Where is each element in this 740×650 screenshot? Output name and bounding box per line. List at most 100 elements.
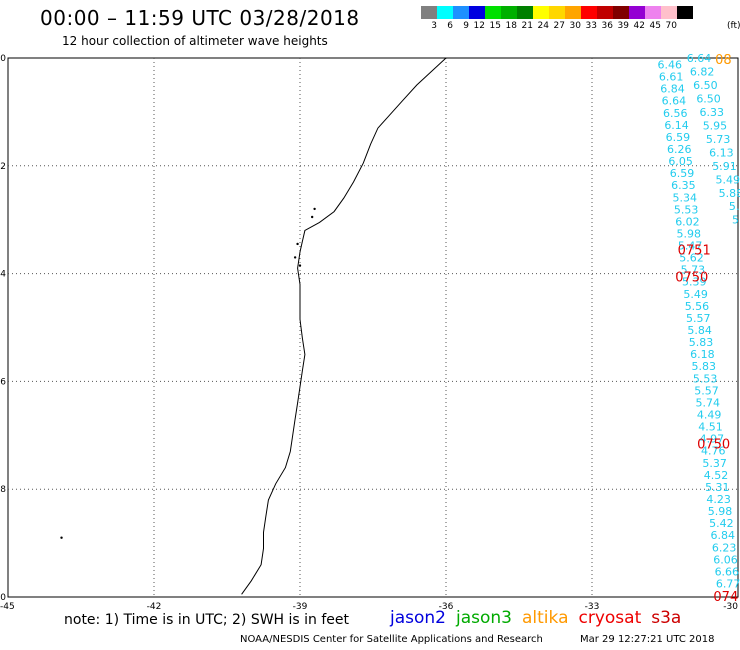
satellite-altika: altika — [522, 608, 569, 628]
swh-value: 6.06 — [713, 553, 738, 566]
swh-value: 6.26 — [667, 143, 692, 156]
swh-value: 6.02 — [675, 215, 700, 228]
color-bin-12: 39 — [613, 6, 629, 31]
swh-value: 6.14 — [664, 119, 689, 132]
swh-value: 5.62 — [679, 252, 704, 265]
color-bin-3: 12 — [469, 6, 485, 31]
color-bin-16 — [677, 6, 693, 19]
color-bin-7: 24 — [533, 6, 549, 31]
map-subtitle: 12 hour collection of altimeter wave hei… — [62, 34, 328, 48]
swh-value: 5.39 — [682, 276, 707, 289]
satellite-legend: jason2 jason3 altika cryosat s3a — [390, 608, 691, 628]
swh-value: 5.53 — [674, 203, 699, 216]
color-scale-unit: (ft) — [727, 21, 740, 31]
footer-note: note: 1) Time is in UTC; 2) SWH is in fe… — [64, 612, 350, 628]
swh-value: 5.49 — [715, 173, 740, 186]
swh-value: 6.50 — [693, 79, 718, 92]
color-bin-13: 42 — [629, 6, 645, 31]
latitude-label: -14 — [0, 270, 6, 280]
color-bin-label: 70 — [665, 21, 677, 31]
swh-value: 5.49 — [683, 288, 708, 301]
color-bin-10: 33 — [581, 6, 597, 31]
swh-value: 6.66 — [715, 565, 740, 578]
swh-value: 6.64 — [687, 52, 712, 65]
swh-value: 5.73 — [706, 133, 731, 146]
swh-value: 5.98 — [677, 227, 702, 240]
color-bin-8: 27 — [549, 6, 565, 31]
color-bin-label: 9 — [463, 21, 469, 31]
swh-value: 6.64 — [662, 95, 687, 108]
color-bin-4: 15 — [485, 6, 501, 31]
color-bin-5: 18 — [501, 6, 517, 31]
swh-value: 6.50 — [696, 92, 721, 105]
swh-value: 5.83 — [691, 360, 716, 373]
pass-time-label: 08 — [715, 53, 732, 68]
swh-value: 6.56 — [663, 107, 688, 120]
color-bin-label: 45 — [649, 21, 661, 31]
color-bin-label: 30 — [569, 21, 581, 31]
swh-value: 5.98 — [708, 505, 733, 518]
swh-value: 5.95 — [703, 119, 728, 132]
swh-value: 6.05 — [668, 155, 693, 168]
longitude-label: -33 — [585, 602, 600, 612]
swh-value: 5.42 — [709, 517, 734, 530]
coastline — [241, 57, 447, 595]
latitude-label: -10 — [0, 54, 6, 64]
swh-value: 5.37 — [702, 457, 727, 470]
swh-value: 4.49 — [697, 409, 722, 422]
swh-value: 5.74 — [696, 396, 721, 409]
color-bin-label: 24 — [537, 21, 549, 31]
swh-value: 6.61 — [659, 71, 684, 84]
island-mark — [293, 256, 297, 259]
color-bin-label: 6 — [447, 21, 453, 31]
color-bin-15: 70 — [661, 6, 677, 31]
longitude-label: -39 — [293, 602, 308, 612]
color-bin-label: 21 — [521, 21, 533, 31]
swh-value: 6.13 — [709, 146, 734, 159]
swh-value: 6.82 — [690, 65, 715, 78]
swh-value: 4.97 — [700, 433, 725, 446]
swh-value: 6.84 — [660, 83, 685, 96]
color-bin-label: 18 — [505, 21, 517, 31]
color-bin-1: 6 — [437, 6, 453, 31]
color-bin-label: 33 — [585, 21, 597, 31]
swh-value: 6.77 — [716, 578, 740, 591]
color-bin-label: 27 — [553, 21, 565, 31]
swh-value: 5.34 — [672, 191, 697, 204]
swh-value: 5.5 — [732, 214, 740, 227]
swh-value: 6.59 — [666, 131, 691, 144]
swh-value: 5.31 — [705, 481, 730, 494]
swh-value: 4.51 — [698, 421, 723, 434]
swh-value: 5.57 — [686, 312, 711, 325]
color-bin-0: 3 — [421, 6, 437, 31]
longitude-label: -30 — [723, 602, 738, 612]
color-scale-legend: 3 6 9 12 15 18 21 24 27 30 33 36 39 42 45 70 — [421, 6, 693, 31]
island-mark — [313, 207, 316, 211]
swh-value: 4.52 — [704, 469, 729, 482]
latitude-label: -12 — [0, 162, 6, 172]
color-bin-label: 42 — [633, 21, 645, 31]
swh-value: 4.76 — [701, 445, 726, 458]
swh-value: 6.18 — [690, 348, 715, 361]
satellite-cryosat: cryosat — [578, 608, 642, 628]
longitude-label: -42 — [147, 602, 162, 612]
swh-value: 6.84 — [711, 529, 736, 542]
color-bin-label: 39 — [617, 21, 629, 31]
island-mark — [298, 264, 302, 267]
color-bin-9: 30 — [565, 6, 581, 31]
swh-value: 6.35 — [671, 179, 696, 192]
longitude-label: -45 — [0, 602, 15, 612]
swh-value: 5.7 — [729, 200, 740, 213]
island-mark — [60, 536, 63, 539]
swh-value: 5.83 — [689, 336, 714, 349]
swh-value: 5.47 — [678, 240, 703, 253]
swh-value: 4.23 — [706, 493, 731, 506]
latitude-label: -20 — [0, 593, 6, 603]
island-mark — [310, 215, 314, 219]
swh-value: 5.53 — [693, 372, 718, 385]
island-mark — [296, 242, 299, 246]
swh-value: 5.84 — [687, 324, 712, 337]
swh-value: 6.23 — [712, 541, 737, 554]
swh-value: 5.56 — [685, 300, 710, 313]
